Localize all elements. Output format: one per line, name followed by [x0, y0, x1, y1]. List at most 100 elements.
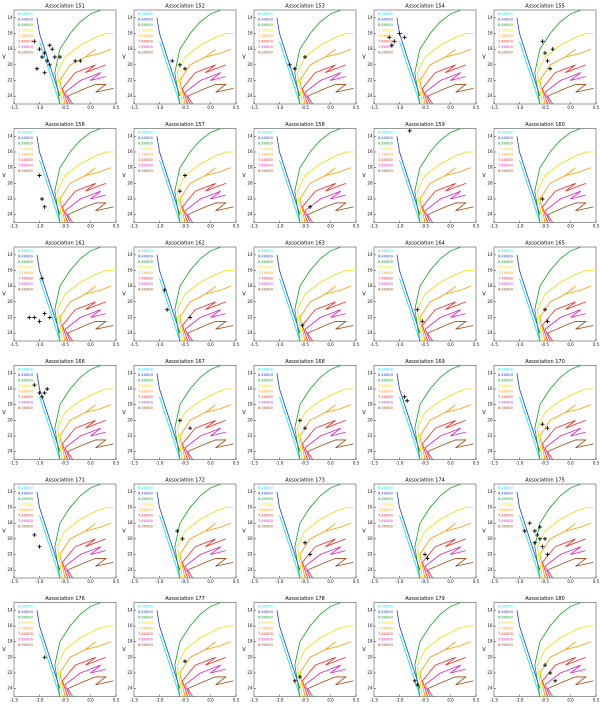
- x-tick-label: -1.0: [276, 698, 284, 703]
- legend-label: 7.60000: [498, 638, 514, 642]
- isochrone: [156, 373, 181, 452]
- legend-label: 7.40000: [18, 395, 34, 399]
- x-tick-label: 0.5: [593, 461, 600, 466]
- y-tick-label: 20: [127, 62, 133, 67]
- star-marker: [545, 426, 550, 431]
- legend-label: 6.40000: [378, 492, 394, 496]
- x-tick-label: 0.5: [233, 224, 240, 229]
- x-tick-label: -1.5: [370, 698, 378, 703]
- legend-label: 7.60000: [138, 519, 154, 523]
- legend-label: 8.00000: [258, 288, 274, 292]
- legend-label: 8.00000: [138, 51, 154, 55]
- isochrone: [539, 285, 592, 342]
- y-tick-label: 22: [367, 670, 373, 675]
- isochrone: [419, 285, 472, 342]
- x-tick-label: 0.5: [113, 342, 120, 347]
- legend-label: 6.40000: [18, 373, 34, 377]
- isochrone: [396, 373, 421, 452]
- y-axis-label: V: [482, 647, 486, 653]
- panel-title: Association 160: [525, 122, 565, 128]
- legend-label: 6.40000: [258, 255, 274, 259]
- star-marker: [183, 66, 187, 71]
- star-marker: [545, 58, 550, 63]
- legend-label: 7.00000: [258, 621, 274, 625]
- y-tick-label: 14: [7, 252, 13, 257]
- x-tick-label: -1.5: [250, 461, 258, 466]
- legend-label: 6.40000: [258, 610, 274, 614]
- isochrone: [176, 151, 234, 223]
- y-tick-label: 14: [367, 607, 373, 612]
- legend-label: 7.40000: [498, 158, 514, 162]
- y-tick-label: 22: [7, 315, 13, 320]
- y-axis-label: V: [2, 55, 6, 61]
- panel-title: Association 165: [525, 241, 565, 247]
- y-tick-label: 22: [487, 552, 493, 557]
- isochrone: [64, 190, 106, 223]
- legend-label: 7.60000: [138, 164, 154, 168]
- legend-label: 6.40000: [258, 136, 274, 140]
- y-axis-label: V: [2, 410, 6, 416]
- y-tick-label: 16: [7, 268, 13, 273]
- legend-label: 7.40000: [258, 632, 274, 636]
- isochrone: [294, 602, 341, 697]
- y-axis-label: V: [2, 647, 6, 653]
- x-tick-label: 0.5: [353, 224, 360, 229]
- y-tick-label: 24: [127, 567, 133, 572]
- isochrone: [39, 278, 61, 342]
- x-tick-label: 0.0: [327, 224, 334, 229]
- y-tick-label: 20: [247, 180, 253, 185]
- y-tick-label: 22: [247, 552, 253, 557]
- isochrone: [519, 159, 541, 223]
- legend-label: 8.00000: [258, 406, 274, 410]
- legend-label: 6.40000: [498, 610, 514, 614]
- x-tick-label: -1.5: [10, 224, 18, 229]
- isochrone: [296, 270, 354, 342]
- isochrone: [296, 33, 354, 105]
- isochrone: [56, 388, 114, 460]
- legend-label: 6.80000: [378, 260, 394, 264]
- legend-label: 7.40000: [138, 277, 154, 281]
- y-tick-label: 20: [367, 180, 373, 185]
- star-marker: [425, 556, 430, 561]
- legend-label: 6.80000: [498, 23, 514, 27]
- legend-label: 7.60000: [498, 45, 514, 49]
- y-axis-label: V: [482, 410, 486, 416]
- star-marker: [412, 678, 417, 683]
- y-tick-label: 20: [367, 536, 373, 541]
- isochrone: [419, 404, 472, 460]
- isochrone: [156, 254, 181, 334]
- isochrone: [66, 558, 114, 579]
- legend-label: 7.40000: [18, 632, 34, 636]
- y-tick-label: 24: [487, 567, 493, 572]
- legend-label: 8.00000: [258, 525, 274, 529]
- star-marker: [292, 66, 297, 71]
- legend-label: 7.60000: [18, 638, 34, 642]
- panel-title: Association 180: [525, 596, 565, 602]
- isochrone: [64, 427, 106, 460]
- legend-label: 7.60000: [18, 401, 34, 405]
- isochrone: [306, 439, 354, 460]
- legend-label: 6.00000: [18, 368, 34, 372]
- star-marker: [389, 43, 394, 48]
- isochrone: [419, 48, 472, 105]
- legend-label: 7.00000: [378, 621, 394, 625]
- legend-label: 7.20000: [498, 627, 514, 631]
- y-tick-label: 24: [127, 212, 133, 217]
- legend-label: 7.20000: [18, 271, 34, 275]
- y-tick-label: 18: [247, 283, 253, 288]
- x-tick-label: 0.0: [327, 342, 334, 347]
- isochrone: [424, 427, 466, 460]
- isochrone: [426, 676, 474, 697]
- x-tick-label: -0.5: [301, 698, 309, 703]
- legend-label: 7.00000: [498, 266, 514, 270]
- isochrone: [279, 278, 301, 342]
- panel-title: Association 174: [405, 478, 445, 484]
- isochrone: [184, 309, 226, 342]
- legend-label: 8.00000: [258, 169, 274, 173]
- legend-label: 7.60000: [18, 164, 34, 168]
- legend-label: 7.20000: [18, 34, 34, 38]
- legend-label: 7.20000: [138, 627, 154, 631]
- legend-label: 6.00000: [18, 249, 34, 253]
- isochrone: [36, 136, 61, 215]
- y-tick-label: 16: [7, 623, 13, 628]
